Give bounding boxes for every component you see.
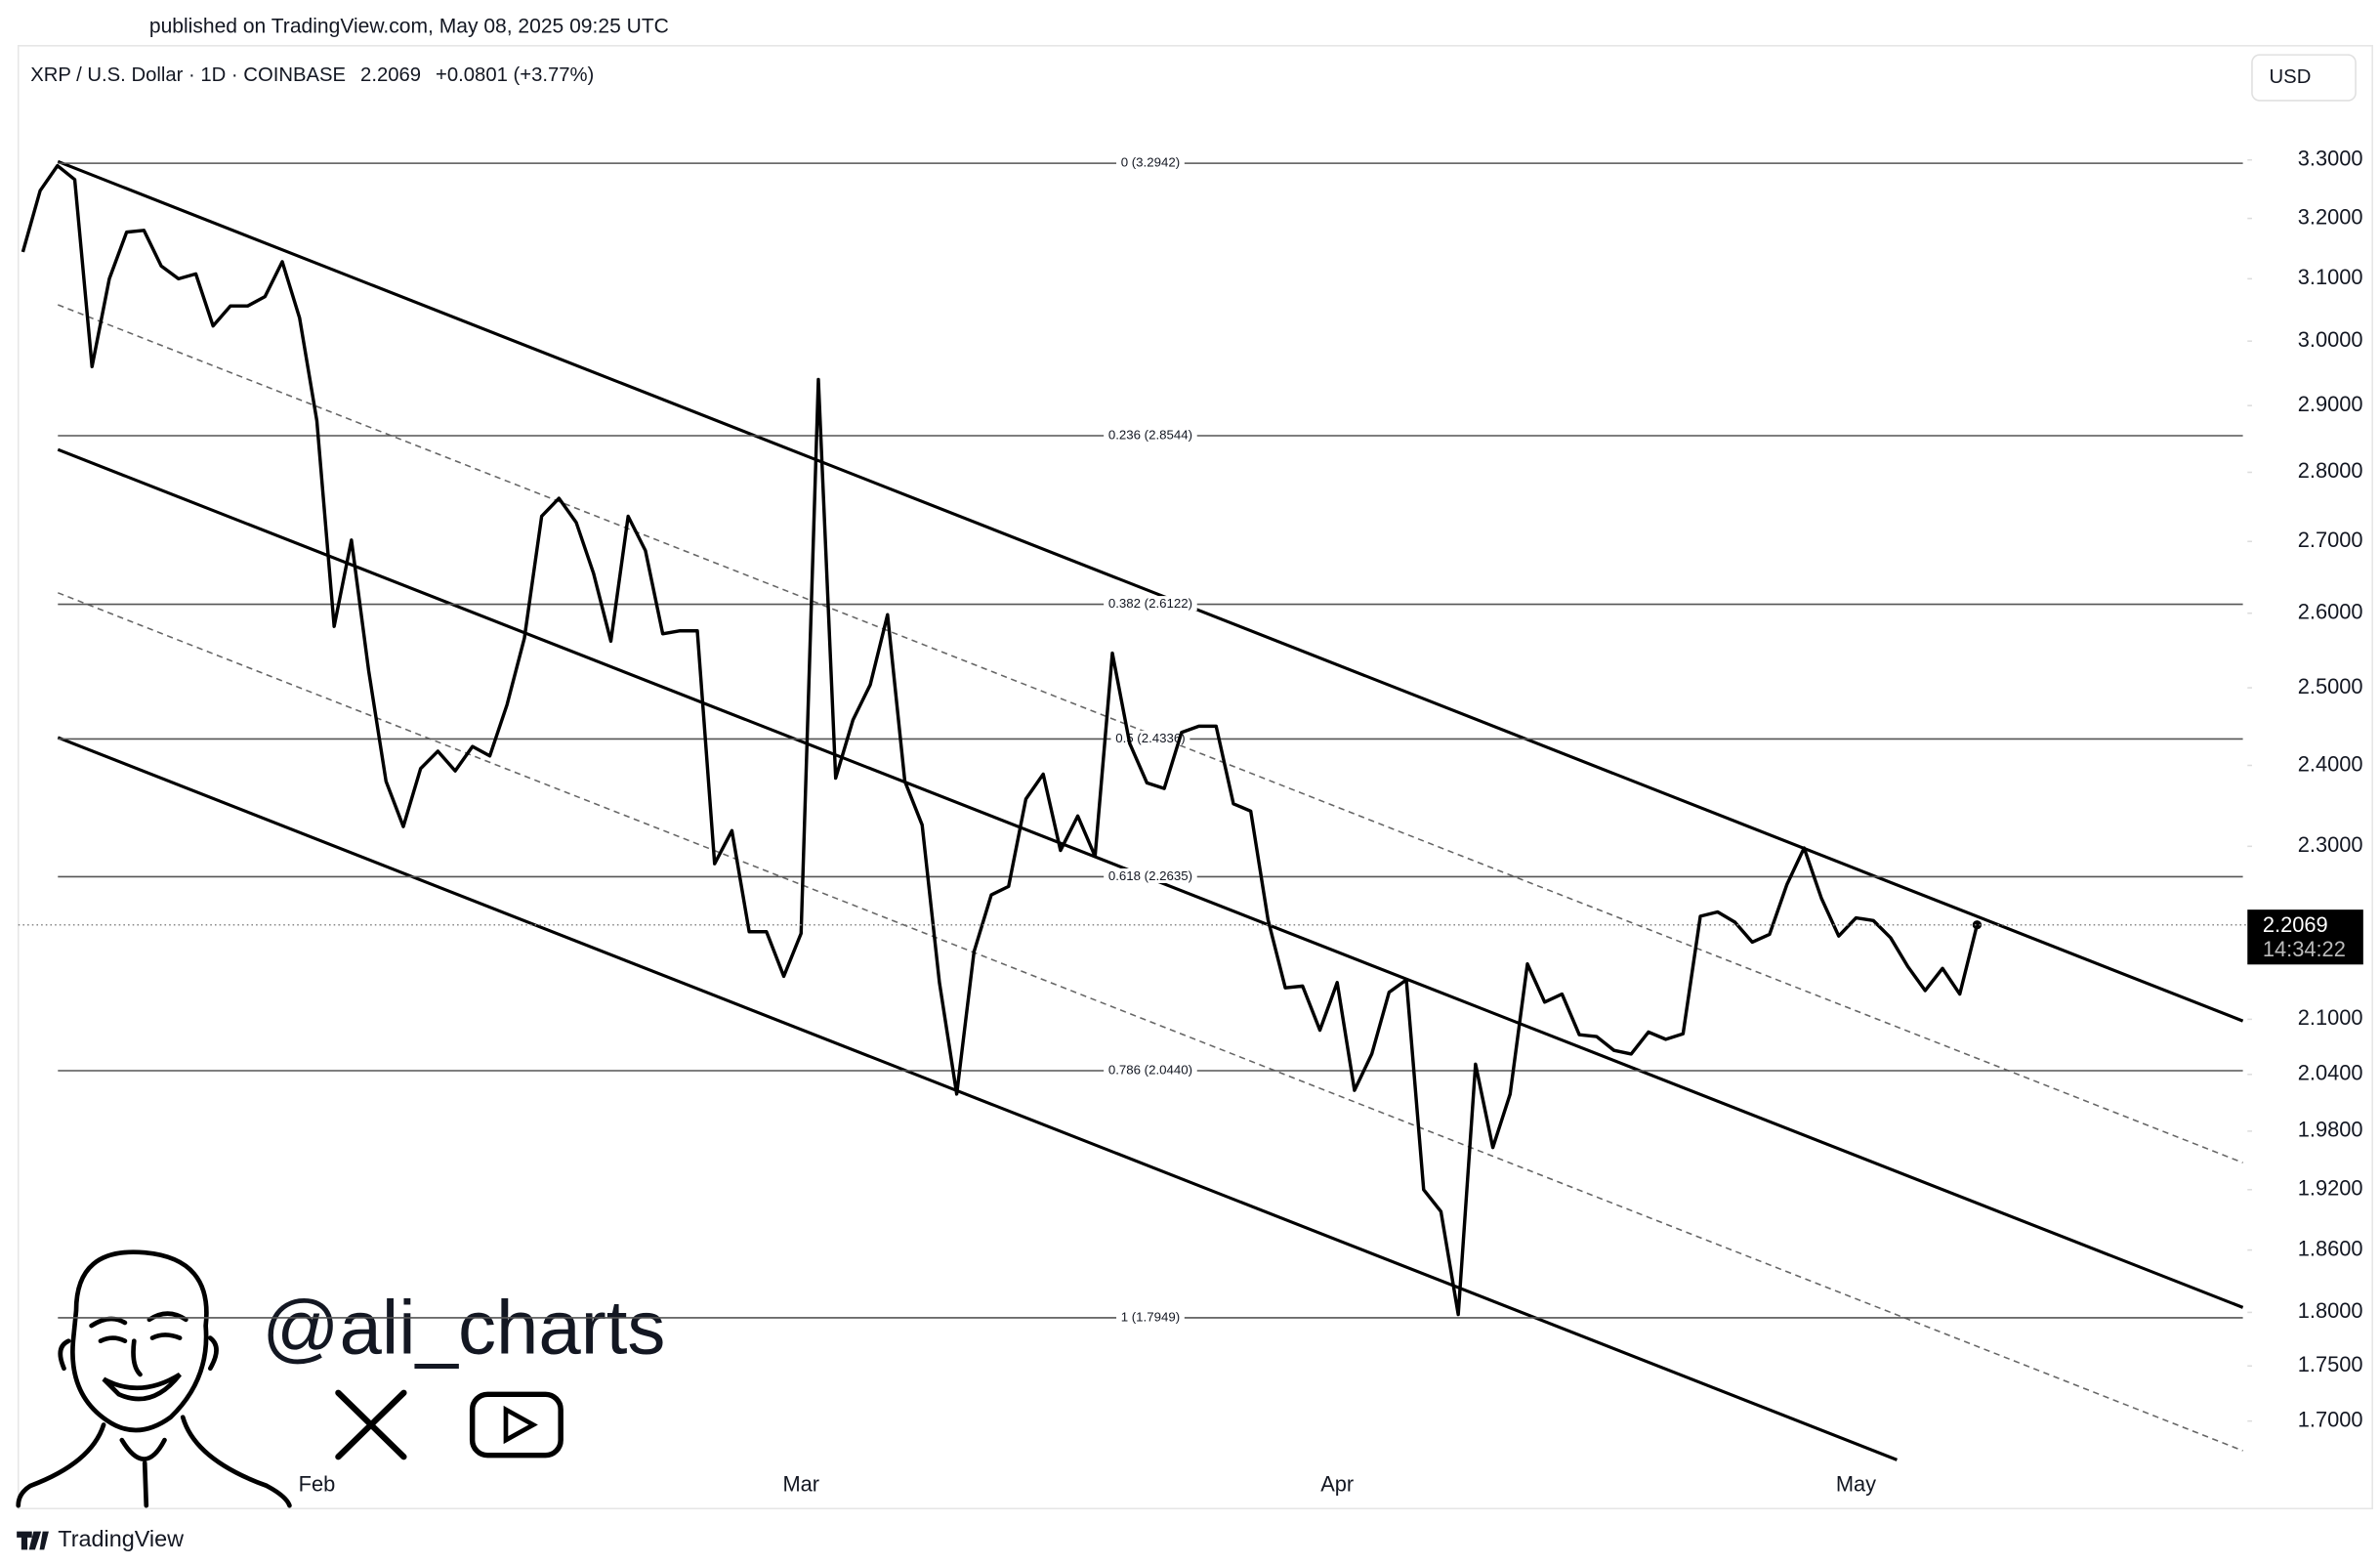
- channel-lower: [57, 736, 1898, 1461]
- y-tick-label: 3.2000: [2298, 204, 2363, 229]
- fib-label-bg: [1104, 867, 1197, 883]
- brand-logo: [17, 1531, 49, 1550]
- fib-label: 0.786 (2.0440): [1108, 1062, 1192, 1077]
- chart-frame: [17, 45, 2373, 1510]
- fib-label-bg: [1104, 427, 1197, 443]
- y-tick-label: 1.9200: [2298, 1176, 2363, 1201]
- y-tick-label: 3.0000: [2298, 327, 2363, 352]
- y-tick-label: 2.0400: [2298, 1061, 2363, 1085]
- channel-upper: [57, 159, 2244, 1023]
- x-tick-label: May: [1836, 1472, 1876, 1497]
- chart-header: XRP / U.S. Dollar · 1D · COINBASE 2.2069…: [30, 64, 594, 86]
- price-line: [21, 163, 1980, 1317]
- fib-label: 0.5 (2.4336): [1115, 731, 1185, 745]
- price-change: +0.0801 (+3.77%): [436, 64, 594, 86]
- fib-label: 0.236 (2.8544): [1108, 428, 1192, 443]
- y-tick-label: 2.9000: [2298, 392, 2363, 416]
- fib-label: 0.618 (2.2635): [1108, 868, 1192, 883]
- fib-label-bg: [1104, 596, 1197, 612]
- x-tick-label: Apr: [1320, 1472, 1354, 1497]
- channel-dash-lower: [58, 592, 2243, 1452]
- fib-label-bg: [1116, 1309, 1185, 1325]
- y-tick-label: 1.7500: [2298, 1352, 2363, 1376]
- y-tick-label: 2.7000: [2298, 528, 2363, 552]
- brand-name: TradingView: [58, 1526, 184, 1551]
- channel: [57, 159, 2244, 1461]
- price-tag-countdown: 14:34:22: [2263, 937, 2346, 961]
- y-tick-label: 1.8000: [2298, 1298, 2363, 1323]
- y-tick-label: 2.5000: [2298, 674, 2363, 698]
- y-tick-label: 2.6000: [2298, 599, 2363, 623]
- x-tick-label: Mar: [782, 1472, 819, 1497]
- y-tick-label: 2.4000: [2298, 751, 2363, 776]
- price-tag: [2247, 909, 2363, 965]
- x-tick-label: Feb: [299, 1472, 336, 1497]
- avatar: [16, 1249, 292, 1508]
- published-note: published on TradingView.com, May 08, 20…: [149, 16, 669, 38]
- last-point: [1972, 920, 1983, 930]
- fib-label: 0.382 (2.6122): [1108, 596, 1192, 611]
- y-tick-label: 3.3000: [2298, 146, 2363, 170]
- y-tick-label: 1.7000: [2298, 1407, 2363, 1431]
- fib-label-bg: [1116, 154, 1185, 170]
- price-tag-value: 2.2069: [2263, 912, 2328, 937]
- fib-label-bg: [1104, 1062, 1197, 1078]
- y-tick-label: 2.1000: [2298, 1005, 2363, 1030]
- watermark: @ali_charts: [262, 1285, 665, 1371]
- chart-title: XRP / U.S. Dollar · 1D · COINBASE: [30, 64, 346, 86]
- currency-button[interactable]: [2251, 54, 2357, 102]
- y-tick-label: 3.1000: [2298, 265, 2363, 289]
- x-icon: [335, 1389, 407, 1460]
- last-price: 2.2069: [360, 64, 421, 86]
- youtube-icon: [469, 1391, 564, 1459]
- y-tick-label: 2.8000: [2298, 458, 2363, 483]
- currency-label[interactable]: USD: [2270, 66, 2312, 88]
- y-tick-label: 1.9800: [2298, 1118, 2363, 1142]
- y-tick-label: 1.8600: [2298, 1236, 2363, 1260]
- fib-label: 1 (1.7949): [1121, 1309, 1180, 1324]
- fib-label: 0 (3.2942): [1121, 155, 1180, 170]
- y-tick-label: 2.3000: [2298, 832, 2363, 857]
